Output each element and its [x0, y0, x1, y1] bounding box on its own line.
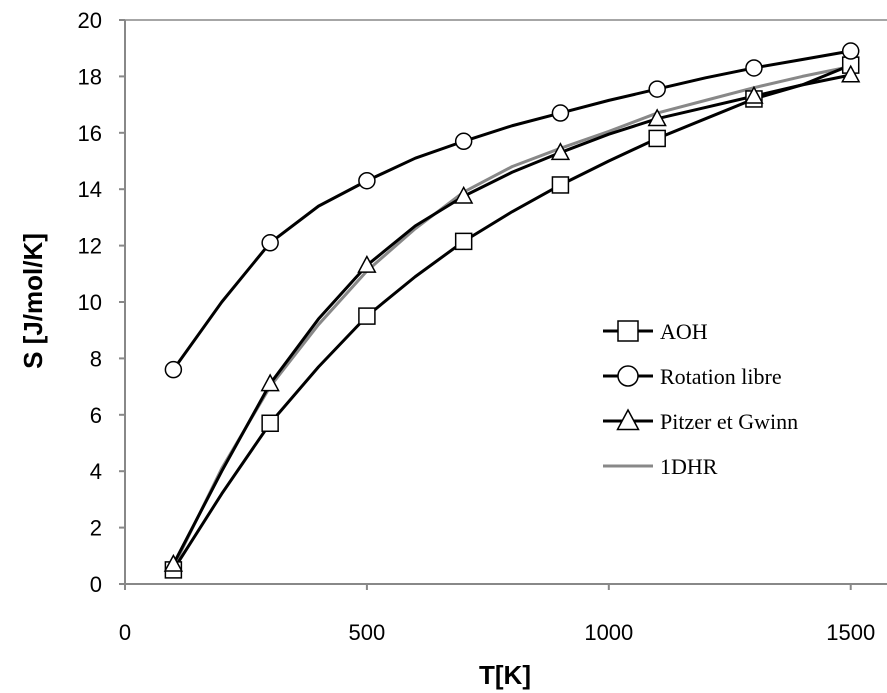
x-tick-label: 500	[349, 620, 386, 645]
point-pitzer-et-gwinn	[744, 85, 764, 104]
legend: AOH Rotation libre Pitzer et Gwinn 1DHR	[603, 319, 798, 479]
y-tick-label: 10	[78, 290, 102, 315]
point-rotation-libre	[551, 104, 570, 122]
series-line-pitzer-et-gwinn	[172, 73, 852, 565]
legend-marker-pitzer-et-gwinn	[616, 408, 640, 431]
legend-label-rotation-libre: Rotation libre	[660, 364, 782, 389]
point-aoh	[551, 176, 570, 194]
legend-label-pitzer-et-gwinn: Pitzer et Gwinn	[660, 409, 798, 434]
point-aoh	[454, 232, 473, 251]
point-rotation-libre	[648, 80, 666, 98]
y-tick-label: 18	[78, 64, 102, 89]
y-tick-label: 16	[78, 121, 102, 146]
point-pitzer-et-gwinn	[550, 142, 571, 161]
y-tick-label: 0	[90, 572, 102, 597]
series-group	[163, 42, 861, 579]
y-tick-label: 2	[90, 516, 102, 541]
point-pitzer-et-gwinn	[357, 254, 377, 273]
point-aoh	[261, 414, 279, 433]
point-rotation-libre	[454, 132, 473, 151]
point-pitzer-et-gwinn	[647, 108, 667, 127]
y-tick-label: 6	[90, 403, 102, 428]
x-tick-label: 1500	[826, 620, 875, 645]
legend-label-1dhr: 1DHR	[660, 454, 718, 479]
x-tick-label: 0	[119, 620, 131, 645]
y-axis-title: S [J/mol/K]	[18, 233, 48, 369]
x-axis-title: T[K]	[479, 660, 531, 690]
point-aoh	[648, 129, 666, 148]
point-rotation-libre	[164, 360, 183, 379]
y-tick-label: 4	[90, 459, 102, 484]
point-pitzer-et-gwinn	[841, 64, 861, 83]
series-line-rotation-libre	[172, 49, 851, 371]
y-axis-ticks: 0 2 4 6 8 10 12 14 16 18 20	[78, 8, 125, 597]
point-aoh	[358, 307, 376, 325]
point-rotation-libre	[745, 59, 763, 77]
point-rotation-libre	[841, 42, 860, 60]
point-pitzer-et-gwinn	[454, 185, 474, 204]
point-pitzer-et-gwinn	[260, 373, 280, 392]
x-axis-ticks: 0 500 1000 1500	[119, 584, 875, 645]
y-tick-label: 12	[78, 234, 102, 259]
point-rotation-libre	[358, 171, 376, 190]
y-tick-label: 8	[90, 346, 102, 371]
y-tick-label: 20	[78, 8, 102, 33]
series-line-aoh	[172, 63, 852, 571]
y-tick-label: 14	[78, 177, 102, 202]
legend-marker-rotation-libre	[617, 365, 639, 387]
x-tick-label: 1000	[584, 620, 633, 645]
point-pitzer-et-gwinn	[163, 553, 184, 572]
axes	[124, 19, 887, 585]
legend-label-aoh: AOH	[660, 319, 708, 344]
point-rotation-libre	[261, 234, 279, 252]
series-line-1dhr	[172, 65, 852, 568]
legend-marker-aoh	[617, 320, 639, 342]
